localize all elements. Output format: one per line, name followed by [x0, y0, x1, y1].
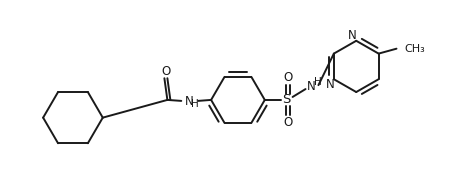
Text: CH₃: CH₃ [404, 44, 425, 54]
Text: H: H [191, 99, 199, 109]
Text: N: N [326, 78, 334, 91]
Text: N: N [307, 80, 316, 93]
Text: O: O [161, 65, 170, 78]
Text: H: H [314, 77, 322, 87]
Text: N: N [185, 95, 194, 108]
Text: S: S [283, 93, 291, 106]
Text: O: O [283, 116, 292, 129]
Text: N: N [348, 29, 357, 42]
Text: O: O [283, 71, 292, 84]
